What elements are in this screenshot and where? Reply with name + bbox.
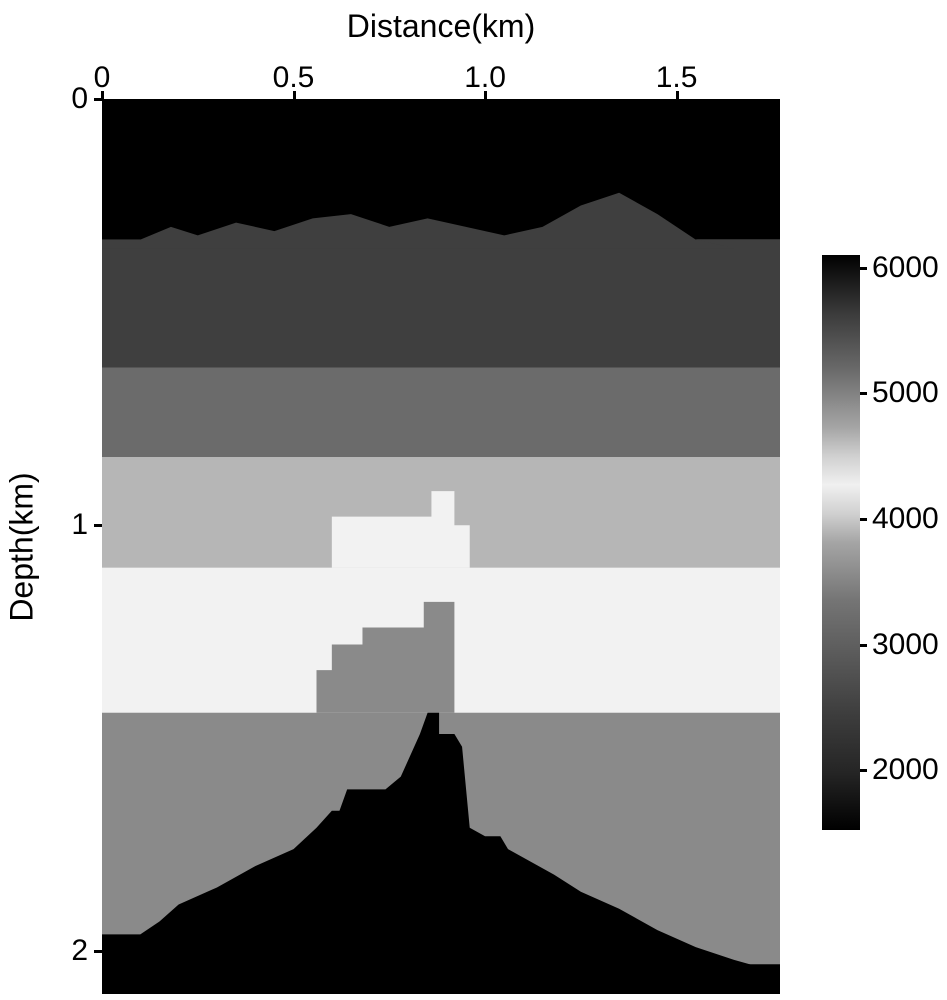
colorbar-tick-mark <box>860 644 867 647</box>
ytick-label: 2 <box>52 934 88 968</box>
colorbar-tick-label: 3000 <box>872 628 939 662</box>
plot-area <box>102 99 780 994</box>
colorbar-tick-mark <box>860 267 867 270</box>
colorbar-tick-label: 4000 <box>872 502 939 536</box>
x-axis-label: Distance(km) <box>347 8 535 45</box>
xtick-mark <box>676 91 679 99</box>
velocity-model-svg <box>102 99 780 994</box>
layer1-top-black <box>102 99 780 240</box>
xtick-label: 0 <box>94 61 111 95</box>
colorbar-tick-mark <box>860 392 867 395</box>
colorbar-tick-mark <box>860 769 867 772</box>
chart-container: Distance(km) Depth(km) 0 0.5 1.0 1.5 0 1 2 2000… <box>0 0 947 1000</box>
ytick-mark <box>94 98 102 101</box>
colorbar-tick-mark <box>860 518 867 521</box>
layer2-dark-grey <box>102 240 780 368</box>
xtick-mark <box>484 91 487 99</box>
colorbar <box>822 255 860 830</box>
y-axis-label: Depth(km) <box>4 472 41 621</box>
ytick-label: 1 <box>52 508 88 542</box>
xtick-mark <box>293 91 296 99</box>
ytick-mark <box>94 950 102 953</box>
ytick-mark <box>94 524 102 527</box>
layer3-mid-grey <box>102 368 780 458</box>
xtick-label: 1.0 <box>464 61 506 95</box>
xtick-label: 1.5 <box>656 61 698 95</box>
colorbar-tick-label: 2000 <box>872 753 939 787</box>
xtick-label: 0.5 <box>273 61 315 95</box>
colorbar-tick-label: 5000 <box>872 376 939 410</box>
colorbar-tick-label: 6000 <box>872 251 939 285</box>
ytick-label: 0 <box>52 82 88 116</box>
